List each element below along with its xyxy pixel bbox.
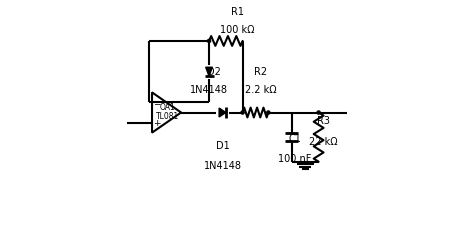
Text: 100 nF: 100 nF (278, 154, 312, 164)
Polygon shape (206, 67, 212, 76)
Text: D2: D2 (207, 67, 220, 77)
Text: R3: R3 (317, 117, 329, 126)
Circle shape (241, 111, 244, 114)
Circle shape (208, 39, 210, 43)
Polygon shape (219, 108, 226, 117)
Text: 1N4148: 1N4148 (190, 85, 228, 95)
Circle shape (317, 111, 320, 114)
Text: C1: C1 (289, 134, 301, 144)
Text: R1: R1 (230, 7, 244, 17)
Text: D1: D1 (216, 141, 229, 151)
Text: $-$: $-$ (153, 98, 161, 107)
Text: 1N4148: 1N4148 (203, 161, 241, 171)
Text: TL081: TL081 (156, 112, 179, 121)
Text: $+$: $+$ (153, 118, 161, 128)
Text: OA1: OA1 (160, 103, 175, 112)
Text: 100 kΩ: 100 kΩ (220, 25, 254, 35)
Text: R2: R2 (254, 67, 267, 77)
Text: 2.2 kΩ: 2.2 kΩ (245, 85, 276, 95)
Circle shape (267, 111, 270, 114)
Text: 22 kΩ: 22 kΩ (309, 137, 337, 146)
